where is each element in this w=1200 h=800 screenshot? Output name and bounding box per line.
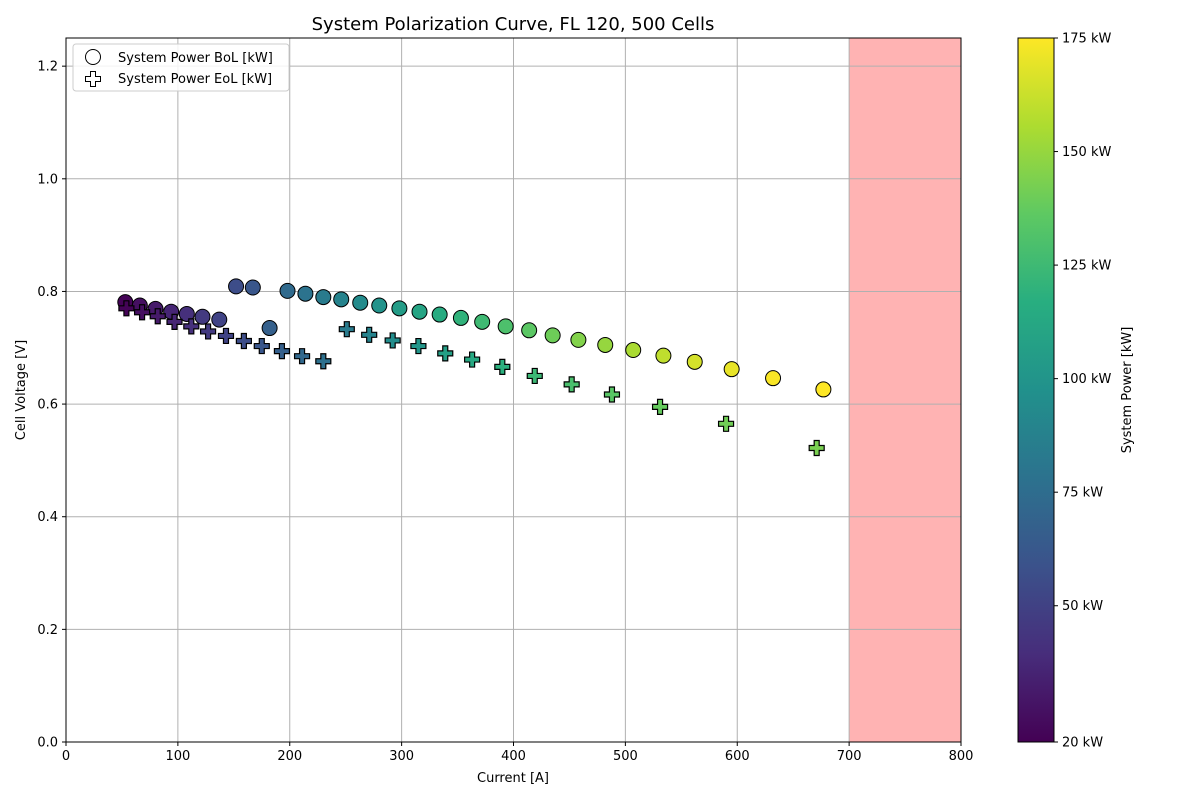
bol-point (211, 311, 228, 328)
eol-point (361, 326, 378, 343)
bol-point (178, 305, 195, 322)
y-tick-label: 1.0 (37, 172, 58, 187)
bol-point (352, 294, 369, 311)
bol-point (431, 306, 448, 323)
bol-point (765, 370, 782, 387)
bol-point (297, 285, 314, 302)
eol-point (437, 345, 454, 362)
legend-circle-marker (85, 49, 101, 65)
x-tick-label: 300 (389, 749, 414, 764)
bol-point (261, 320, 278, 337)
invalid-region-shading (849, 38, 961, 742)
eol-point (603, 386, 621, 403)
x-axis-label: Current [A] (477, 771, 549, 786)
bol-point (315, 289, 332, 306)
y-tick-label: 0.8 (37, 285, 58, 300)
y-tick-label: 1.2 (37, 60, 58, 75)
eol-point (410, 337, 427, 355)
y-tick-label: 0.4 (37, 510, 58, 525)
x-tick-label: 200 (277, 749, 302, 764)
bol-point (815, 381, 832, 398)
bol-point (244, 279, 261, 296)
eol-point (273, 343, 291, 360)
x-tick-label: 500 (613, 749, 638, 764)
eol-point (315, 353, 332, 370)
bol-point (625, 342, 642, 359)
eol-point (494, 358, 511, 376)
legend-label-eol: System Power EoL [kW] (118, 72, 272, 87)
eol-point (183, 318, 200, 335)
eol-point (384, 332, 401, 349)
colorbar-tick-label: 50 kW (1062, 599, 1103, 614)
colorbar-tick-label: 150 kW (1062, 145, 1111, 160)
eol-point (293, 348, 311, 365)
bol-point (333, 291, 350, 308)
eol-point (526, 367, 543, 385)
bol-point (544, 327, 561, 344)
bol-point (411, 303, 428, 320)
y-tick-label: 0.6 (37, 398, 58, 413)
bol-point (570, 331, 587, 348)
bol-point (723, 361, 740, 378)
eol-point (133, 304, 151, 321)
colorbar-tick-label: 100 kW (1062, 372, 1111, 387)
bol-point (686, 353, 703, 370)
eol-point (149, 308, 166, 325)
eol-point (808, 439, 825, 457)
eol-point (338, 321, 355, 338)
colorbar-gradient (1017, 37, 1055, 743)
bol-point (597, 336, 614, 353)
legend: System Power BoL [kW] System Power EoL [… (72, 43, 290, 92)
colorbar-ticks: 20 kW 50 kW 75 kW 100 kW 125 kW 150 kW 175 kW (1054, 32, 1111, 751)
x-axis-ticks: 0 100 200 300 400 500 600 700 800 (62, 742, 974, 764)
colorbar-tick-label: 75 kW (1062, 486, 1103, 501)
eol-point (651, 398, 669, 415)
colorbar-tick-label: 125 kW (1062, 259, 1111, 274)
colorbar-tick-label: 20 kW (1062, 736, 1103, 751)
y-axis-label: Cell Voltage [V] (14, 340, 29, 440)
chart-title: System Polarization Curve, FL 120, 500 C… (312, 14, 715, 35)
bol-point (452, 309, 469, 326)
bol-point (521, 322, 538, 339)
y-axis-ticks: 0.0 0.2 0.4 0.6 0.8 1.0 1.2 (37, 60, 66, 751)
x-tick-label: 800 (949, 749, 974, 764)
eol-point (199, 323, 217, 340)
y-tick-label: 0.2 (37, 623, 58, 638)
legend-plus-marker (85, 71, 101, 87)
eol-point (235, 332, 252, 350)
x-tick-label: 700 (837, 749, 862, 764)
eol-point (118, 300, 135, 317)
colorbar-label: System Power [kW] (1120, 327, 1135, 454)
x-tick-label: 100 (165, 749, 190, 764)
colorbar-tick-label: 175 kW (1062, 32, 1111, 47)
x-tick-label: 400 (501, 749, 526, 764)
bol-point (655, 347, 672, 364)
bol-point (371, 297, 388, 314)
plot-frame (65, 37, 962, 743)
data-markers (117, 278, 832, 457)
legend-label-bol: System Power BoL [kW] (118, 51, 273, 66)
bol-point (194, 308, 211, 325)
bol-point (391, 300, 408, 317)
bol-point (497, 318, 514, 335)
legend-box (72, 43, 290, 92)
eol-point (563, 376, 580, 393)
eol-point (464, 351, 481, 368)
bol-point (228, 278, 245, 295)
bol-point (279, 282, 296, 299)
eol-point (217, 327, 235, 345)
bol-point (474, 313, 491, 330)
x-tick-label: 600 (725, 749, 750, 764)
eol-point (717, 415, 735, 432)
x-tick-label: 0 (62, 749, 70, 764)
eol-point (253, 337, 270, 355)
eol-point (166, 313, 183, 330)
y-tick-label: 0.0 (37, 736, 58, 751)
